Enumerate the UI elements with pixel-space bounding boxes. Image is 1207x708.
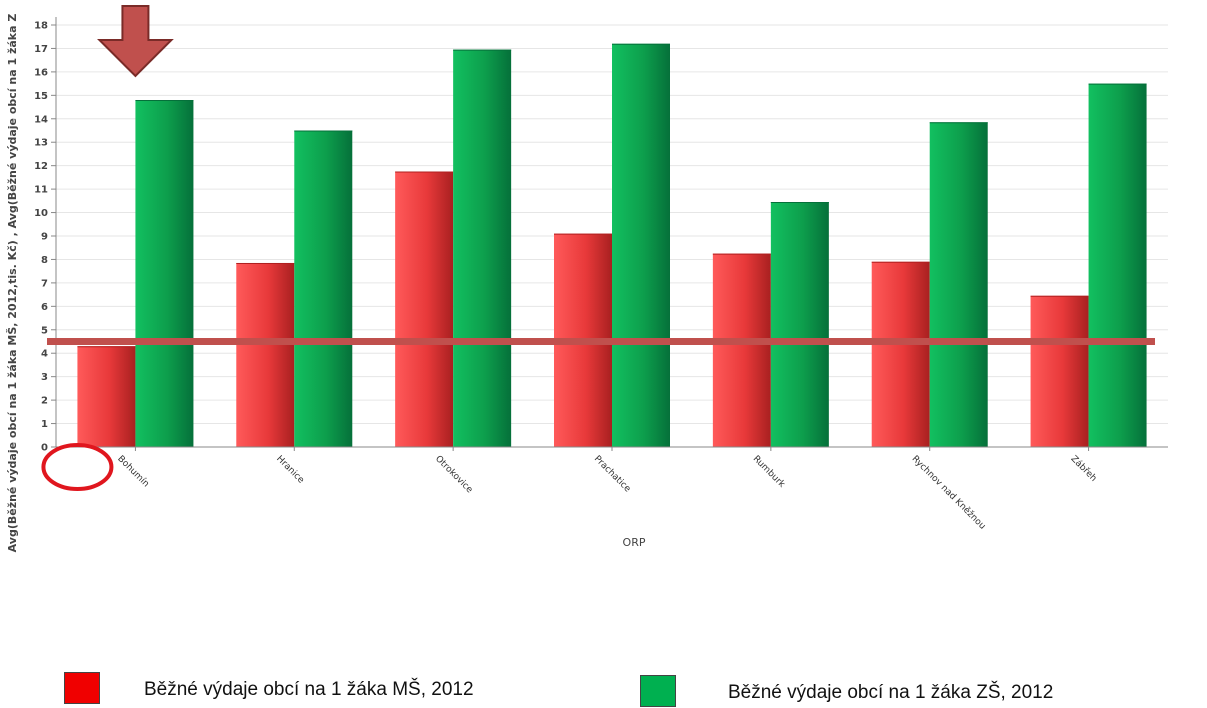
- y-tick-label: 2: [41, 396, 48, 407]
- y-tick-label: 8: [41, 255, 48, 266]
- y-tick-label: 11: [34, 185, 48, 196]
- y-tick-label: 5: [41, 325, 48, 336]
- y-tick-label: 1: [41, 419, 48, 430]
- bar-ms-2: [395, 171, 454, 447]
- legend-item-ms: Běžné výdaje obcí na 1 žáka MŠ, 2012: [64, 672, 474, 704]
- bars: [77, 43, 1147, 448]
- y-tick-label: 3: [41, 372, 48, 383]
- bar-zs-2: [453, 49, 512, 447]
- legend-item-zs: Běžné výdaje obcí na 1 žáka ZŠ, 2012: [640, 675, 1053, 707]
- bar-ms-5: [871, 261, 930, 447]
- y-tick-label: 18: [34, 21, 48, 32]
- y-tick-label: 6: [41, 302, 48, 313]
- legend-label-ms: Běžné výdaje obcí na 1 žáka MŠ, 2012: [144, 679, 474, 700]
- y-tick-label: 12: [34, 161, 48, 172]
- bar-ms-1: [236, 262, 295, 447]
- highlight-circle: [41, 443, 114, 491]
- x-tick-label: Rumburk: [751, 454, 787, 490]
- bar-ms-6: [1030, 295, 1089, 447]
- y-tick-label: 15: [34, 91, 48, 102]
- highlight-arrow: [97, 5, 174, 78]
- bar-zs-1: [294, 130, 353, 447]
- x-tick-label: Zábřeh: [1068, 454, 1098, 484]
- x-tick-label: Rychnov nad Kněžnou: [910, 454, 988, 532]
- y-tick-label: 16: [34, 67, 48, 78]
- x-axis-title: ORP: [623, 536, 646, 549]
- y-tick-label: 14: [34, 114, 48, 125]
- bar-ms-0: [77, 346, 136, 447]
- x-tick-label: Hranice: [274, 454, 306, 486]
- x-tick-label: Otrokovice: [433, 454, 475, 496]
- legend-label-zs: Běžné výdaje obcí na 1 žáka ZŠ, 2012: [728, 682, 1054, 703]
- legend-swatch-ms: [64, 672, 100, 704]
- y-tick-label: 0: [41, 443, 48, 454]
- y-tick-label: 13: [34, 138, 48, 149]
- bar-zs-0: [135, 100, 194, 448]
- x-tick-label: Prachatice: [592, 454, 633, 495]
- y-tick-label: 17: [34, 44, 48, 55]
- y-tick-label: 7: [41, 278, 48, 289]
- y-tick-label: 4: [41, 349, 48, 360]
- y-axis-title: Avg(Běžné výdaje obcí na 1 žáka MŠ, 2012…: [6, 14, 19, 553]
- legend-swatch-zs: [640, 675, 676, 707]
- bar-zs-3: [612, 43, 670, 447]
- annotations: [41, 5, 1155, 491]
- bar-zs-4: [770, 202, 829, 447]
- y-tick-label: 10: [34, 208, 48, 219]
- x-tick-label: Bohumín: [115, 454, 150, 489]
- y-tick-label: 9: [41, 232, 48, 243]
- bar-zs-6: [1088, 83, 1147, 447]
- bar-zs-5: [929, 122, 988, 448]
- bar-ms-4: [712, 253, 771, 447]
